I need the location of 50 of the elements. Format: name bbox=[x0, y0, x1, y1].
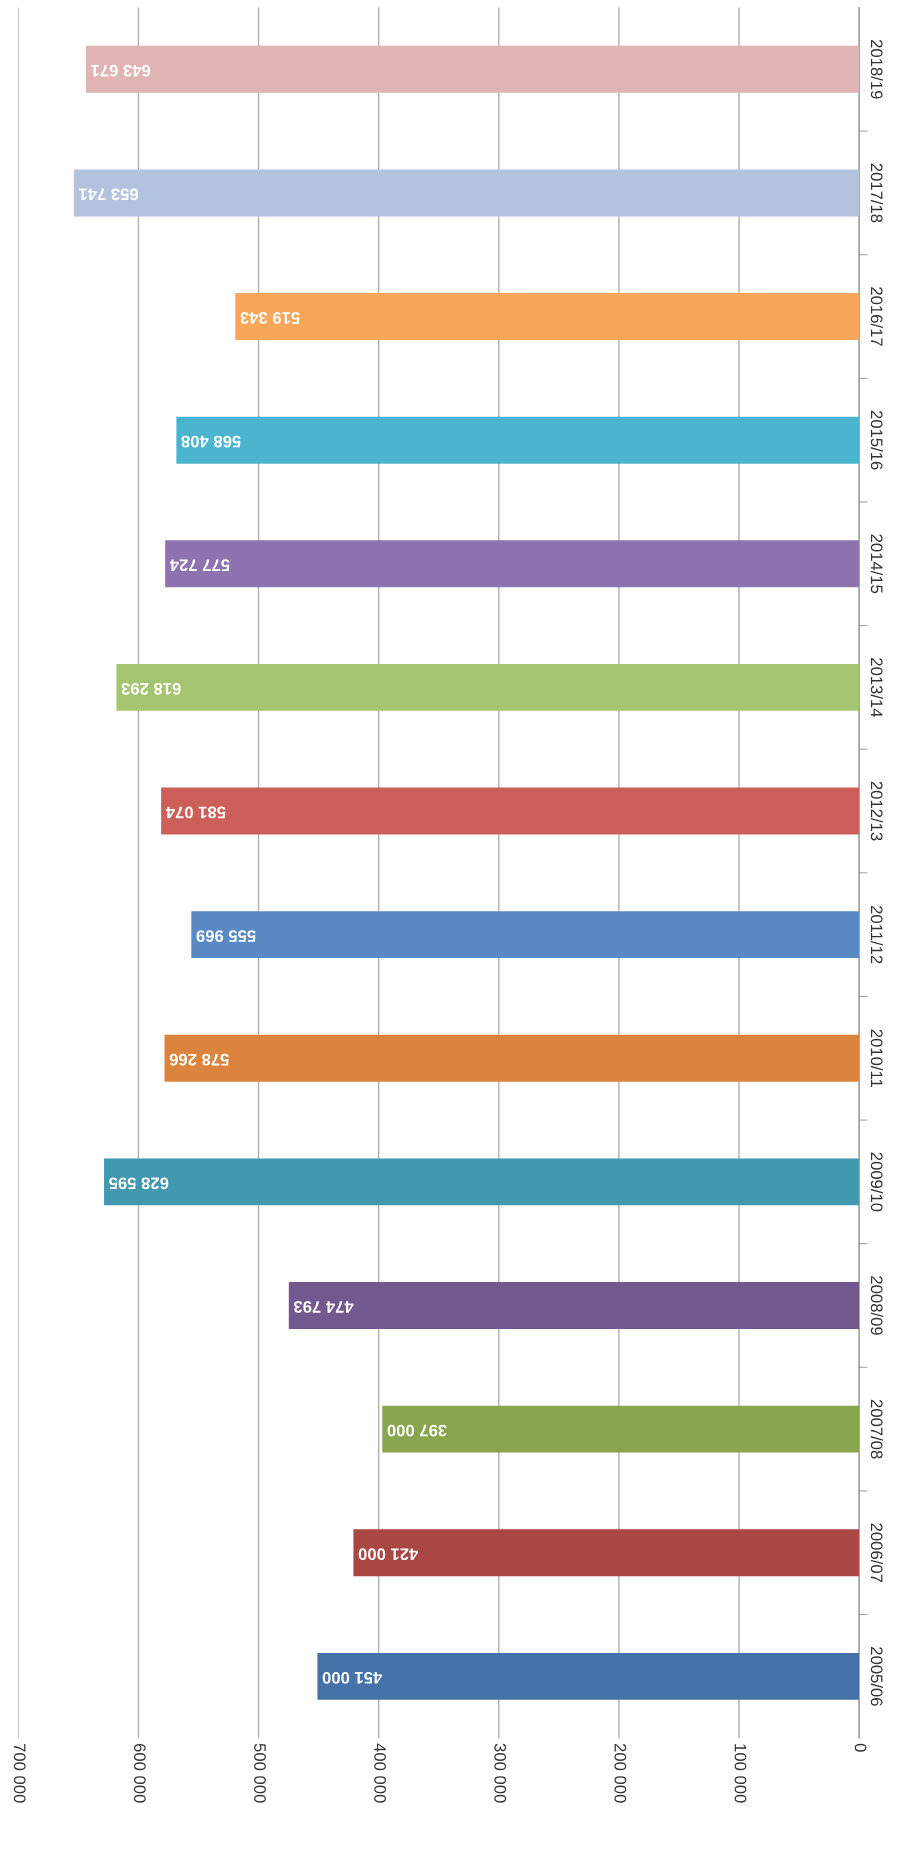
x-tick-label: 300 000 bbox=[494, 1743, 507, 1803]
bar bbox=[288, 1282, 860, 1329]
y-tick-label: 2007/08 bbox=[870, 1399, 884, 1459]
x-tick-label: 700 000 bbox=[13, 1743, 26, 1803]
x-tick-label: 200 000 bbox=[614, 1743, 627, 1803]
data-label: 577 724 bbox=[169, 559, 230, 572]
x-tick-label: 600 000 bbox=[133, 1743, 146, 1803]
x-tick-label: 100 000 bbox=[734, 1744, 747, 1803]
x-tick-label: 0 bbox=[854, 1743, 867, 1752]
y-tick-label: 2014/15 bbox=[870, 534, 884, 594]
y-tick-label: 2005/06 bbox=[870, 1647, 884, 1706]
x-tick-label: 400 000 bbox=[374, 1743, 386, 1803]
y-tick-label: 2015/16 bbox=[870, 410, 884, 470]
bar bbox=[164, 1034, 860, 1082]
y-tick-label: 2017/18 bbox=[870, 163, 884, 223]
data-label: 628 595 bbox=[109, 1177, 169, 1190]
y-tick-label: 2010/11 bbox=[870, 1029, 884, 1087]
bar bbox=[382, 1405, 860, 1453]
bar bbox=[85, 45, 860, 93]
y-tick-label: 2011/12 bbox=[870, 905, 884, 964]
data-label: 451 000 bbox=[322, 1671, 383, 1684]
x-tick-label: 500 000 bbox=[254, 1743, 266, 1803]
bar bbox=[176, 416, 860, 464]
data-label: 555 969 bbox=[196, 930, 256, 942]
bar bbox=[104, 1158, 860, 1206]
y-tick-label: 2016/17 bbox=[870, 287, 884, 346]
y-tick-label: 2006/07 bbox=[870, 1523, 884, 1583]
y-tick-label: 2012/13 bbox=[870, 781, 884, 841]
bar bbox=[161, 787, 860, 835]
data-label: 653 741 bbox=[78, 188, 139, 201]
data-label: 474 793 bbox=[294, 1301, 354, 1313]
data-label: 581 074 bbox=[165, 806, 226, 819]
bar bbox=[116, 663, 860, 711]
data-label: 618 293 bbox=[121, 682, 181, 695]
y-tick-label: 2009/10 bbox=[870, 1152, 884, 1212]
y-tick-label: 2013/14 bbox=[870, 658, 884, 718]
data-label: 643 671 bbox=[91, 64, 151, 77]
bar bbox=[235, 293, 860, 341]
bar bbox=[165, 540, 860, 588]
bar bbox=[73, 169, 860, 217]
data-label: 421 000 bbox=[358, 1548, 419, 1561]
y-tick-label: 2018/19 bbox=[870, 39, 884, 99]
data-label: 519 343 bbox=[240, 312, 300, 324]
bar bbox=[191, 911, 860, 959]
data-label: 397 000 bbox=[387, 1424, 447, 1437]
bar bbox=[353, 1529, 860, 1577]
data-label: 568 408 bbox=[181, 435, 241, 448]
bar bbox=[317, 1652, 860, 1700]
data-label: 578 266 bbox=[169, 1053, 229, 1066]
y-tick-label: 2008/09 bbox=[870, 1276, 884, 1335]
